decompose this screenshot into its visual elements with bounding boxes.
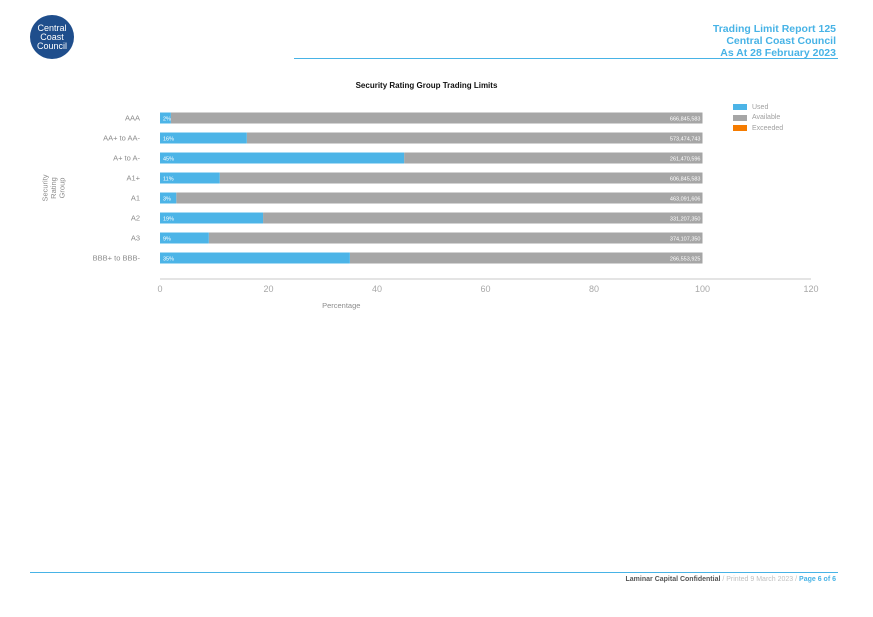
logo-line-3: Council <box>36 40 67 51</box>
bar-available <box>404 152 703 164</box>
x-tick-label: 40 <box>372 284 382 294</box>
y-axis-label-word: Rating <box>49 177 58 199</box>
bar-available-label: 606,845,583 <box>670 176 701 182</box>
bar-available <box>349 252 703 264</box>
report-header: Trading Limit Report 125 Central Coast C… <box>713 23 836 59</box>
bar-available-label: 266,553,925 <box>670 256 701 262</box>
y-axis-label: Security Rating Group <box>41 174 67 201</box>
category-label: BBB+ to BBB- <box>93 254 141 263</box>
category-label: A3 <box>131 234 140 243</box>
x-tick-label: 80 <box>589 284 599 294</box>
council-logo: Central Coast Council <box>30 15 74 59</box>
bar-used-label: 35% <box>163 256 174 262</box>
legend-label-exceeded: Exceeded <box>752 124 784 132</box>
bar-available-label: 374,107,350 <box>670 236 701 242</box>
bar-available <box>246 132 703 144</box>
x-tick-label: 0 <box>157 284 162 294</box>
y-axis-label-word: Group <box>58 178 67 199</box>
legend-label-available: Available <box>752 114 781 122</box>
category-label: A2 <box>131 214 140 223</box>
bar-available <box>176 192 703 204</box>
footer-divider <box>30 572 838 573</box>
bar-used <box>160 152 405 164</box>
bar-available-label: 573,474,743 <box>670 136 701 142</box>
page-footer: Laminar Capital Confidential / Printed 9… <box>626 576 836 583</box>
x-tick-label: 60 <box>480 284 490 294</box>
report-date: As At 28 February 2023 <box>720 47 836 59</box>
report-title: Trading Limit Report 125 <box>712 23 836 35</box>
bar-used <box>160 212 264 224</box>
legend-item-used: Used <box>733 102 783 113</box>
logo-line-2: Coast <box>40 31 64 42</box>
logo-line-1: Central <box>37 22 67 33</box>
bar-used-label: 3% <box>163 196 171 202</box>
category-label: A+ to A- <box>113 154 140 163</box>
legend-item-exceeded: Exceeded <box>733 123 783 134</box>
y-axis-label-word: Security <box>41 174 50 201</box>
x-tick-label: 100 <box>695 284 710 294</box>
bar-used-label: 16% <box>163 136 174 142</box>
bar-used <box>160 192 177 204</box>
bar-used <box>160 252 350 264</box>
bar-used <box>160 132 247 144</box>
x-tick-label: 120 <box>803 284 818 294</box>
bar-available <box>208 232 703 244</box>
category-label: AA+ to AA- <box>103 134 140 143</box>
bar-used <box>160 172 220 184</box>
legend-label-used: Used <box>752 103 769 111</box>
bar-available-label: 261,470,596 <box>670 156 701 162</box>
bar-used <box>160 232 209 244</box>
bar-used-label: 45% <box>163 156 174 162</box>
bar-used-label: 2% <box>163 116 171 122</box>
legend-swatch-exceeded <box>733 125 747 132</box>
bar-used <box>160 112 171 124</box>
footer-printed-date: / Printed 9 March 2023 / <box>720 576 800 583</box>
bar-available-label: 463,091,606 <box>670 196 701 202</box>
footer-confidential: Laminar Capital Confidential <box>625 576 721 583</box>
legend-item-available: Available <box>733 113 783 124</box>
category-label: A1+ <box>126 174 140 183</box>
legend-swatch-available <box>733 114 747 121</box>
chart-title: Security Rating Group Trading Limits <box>355 81 498 90</box>
bar-available-label: 331,207,350 <box>670 216 701 222</box>
bar-used-label: 9% <box>163 236 171 242</box>
category-label: A1 <box>131 194 140 203</box>
footer-page-number: Page 6 of 6 <box>799 576 836 583</box>
category-label: AAA <box>125 114 140 123</box>
report-client: Central Coast Council <box>726 35 836 47</box>
header-divider <box>294 58 838 59</box>
bar-available <box>219 172 703 184</box>
legend-swatch-used <box>733 104 747 111</box>
chart-legend: Used Available Exceeded <box>733 102 783 134</box>
bar-available <box>170 112 703 124</box>
x-tick-label: 20 <box>263 284 273 294</box>
x-axis-label: Percentage <box>322 301 360 310</box>
bar-available <box>263 212 703 224</box>
bar-used-label: 11% <box>163 176 174 182</box>
bar-available-label: 666,845,583 <box>670 116 701 122</box>
bar-used-label: 19% <box>163 216 174 222</box>
